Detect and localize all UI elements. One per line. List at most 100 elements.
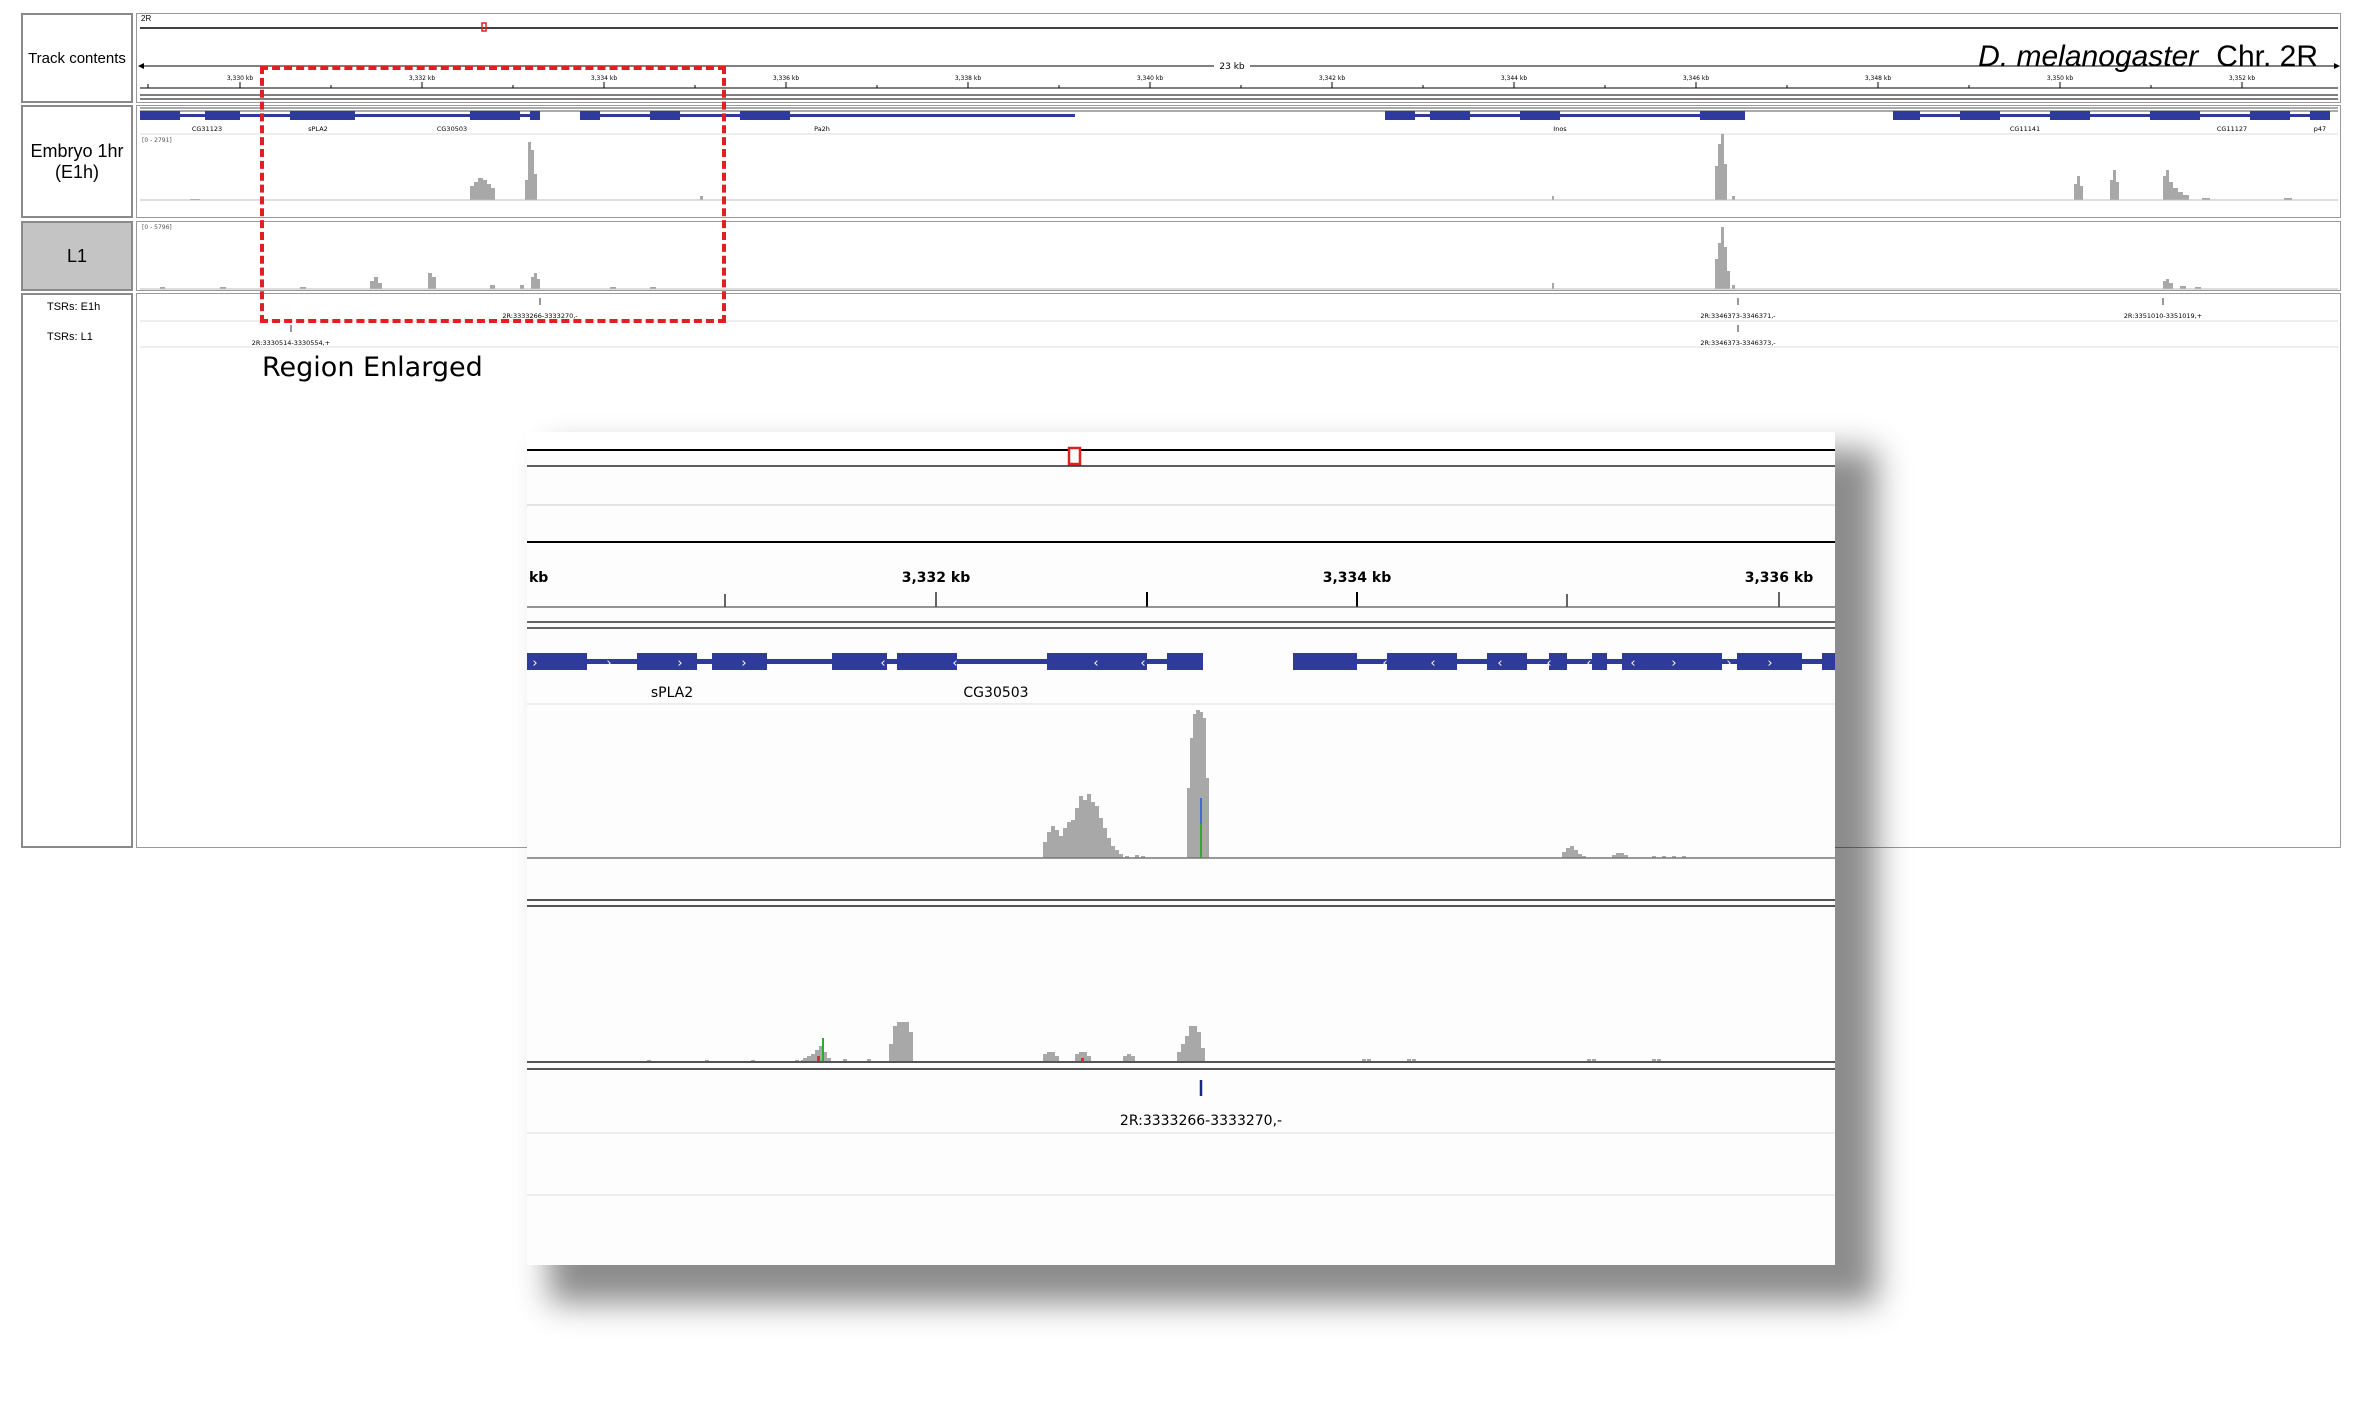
- gene-label: CG31123: [192, 125, 222, 133]
- inset-embryo-coverage-bar: [1051, 826, 1055, 858]
- gene-intron: [1385, 114, 1745, 117]
- gene-exon: [1385, 111, 1415, 120]
- gene-exon: [2050, 111, 2090, 120]
- tsr-l1-label[interactable]: TSRs: L1: [47, 331, 93, 343]
- inset-embryo-coverage-bar: [1562, 852, 1566, 858]
- overview-tracks-svg: 23 kb 3,330 kb 3,332 kb 3,334 kb 3,336 kb 3,…: [138, 22, 2340, 348]
- ruler-span-label-bg: [1214, 58, 1250, 72]
- inset-gene-exon: [1549, 653, 1567, 670]
- tsr-l1-label-2: 2R:3346373-3346373,-: [1700, 339, 1776, 347]
- inset-l1-coverage-bar: [1367, 1059, 1371, 1062]
- inset-l1-coverage-bar: [1079, 1052, 1083, 1062]
- inset-l1-coverage-bar: [1051, 1052, 1055, 1062]
- inset-embryo-coverage-bar: [1111, 846, 1115, 858]
- inset-l1-coverage-bar: [1131, 1056, 1135, 1062]
- embryo-coverage-peak: [491, 188, 495, 200]
- gene-exon: [2150, 111, 2200, 120]
- inset-gene-exon: [1592, 653, 1607, 670]
- inset-gene-label: sPLA2: [651, 685, 693, 701]
- inset-embryo-coverage-bar: [1095, 806, 1099, 858]
- inset-gene-exon: [832, 653, 887, 670]
- inset-gene-track[interactable]: › › › › ‹ ‹ ‹ ‹ ‹ ‹ ‹ ‹ ‹ ‹ › › › sPLA2 CG30503: [527, 653, 1835, 701]
- species-title: D. melanogaster Chr. 2R: [1978, 40, 2318, 74]
- inset-l1-coverage-bar: [1087, 1056, 1091, 1062]
- embryo-coverage-peak: [2183, 195, 2189, 200]
- embryo-track-panel[interactable]: [136, 105, 2341, 218]
- inset-viewport-marker[interactable]: [1067, 446, 1082, 466]
- inset-gene-exon: [712, 653, 767, 670]
- inset-l1-coverage-bar: [1185, 1036, 1189, 1062]
- embryo-coverage-peak: [2284, 198, 2292, 200]
- inset-gene-exon: [1293, 653, 1357, 670]
- tsr-l1-label-1: 2R:3330514-3330554,+: [252, 339, 330, 347]
- gene-exon: [1430, 111, 1470, 120]
- embryo-track-label[interactable]: Embryo 1hr (E1h): [21, 105, 133, 218]
- inset-embryo-coverage-bar: [1662, 856, 1666, 858]
- l1-label-text: L1: [66, 245, 88, 266]
- inset-embryo-coverage-bar: [1141, 856, 1145, 858]
- l1-coverage-peak: [1552, 283, 1554, 289]
- inset-embryo-coverage-bar: [1099, 818, 1103, 858]
- l1-coverage-peak: [160, 287, 165, 289]
- region-enlarged-label: Region Enlarged: [262, 352, 483, 383]
- embryo-coverage-peak: [2077, 176, 2080, 200]
- ruler-viewport-marker[interactable]: [481, 22, 487, 32]
- gene-exon: [650, 111, 680, 120]
- gene-exon: [2250, 111, 2290, 120]
- inset-l1-coverage-bar: [1362, 1059, 1366, 1062]
- embryo-coverage-peak: [2173, 188, 2178, 200]
- inset-gene-exon: [897, 653, 957, 670]
- l1-track-label[interactable]: L1: [21, 221, 133, 291]
- embryo-coverage-peak: [2166, 170, 2169, 200]
- inset-l1-coverage-bar: [1652, 1059, 1656, 1062]
- tsr-track-labels: TSRs: E1h TSRs: L1: [21, 293, 133, 848]
- inset-l1-coverage-bar: [1127, 1054, 1131, 1062]
- gene-label: Inos: [1553, 125, 1567, 133]
- species-name: D. melanogaster: [1978, 40, 2199, 73]
- inset-embryo-coverage-bar: [1063, 828, 1067, 858]
- embryo-coverage-peak: [2116, 182, 2119, 200]
- inset-l1-coverage-bar: [1197, 1032, 1201, 1062]
- inset-gene-exon: [1487, 653, 1527, 670]
- l1-track-panel[interactable]: [136, 221, 2341, 291]
- gene-label: CG30503: [437, 125, 467, 133]
- track-contents-label: Track contents: [21, 13, 133, 103]
- inset-embryo-coverage-bar: [1087, 794, 1091, 858]
- inset-l1-mismatch: [1081, 1058, 1084, 1062]
- inset-tick-label: kb: [529, 570, 548, 586]
- inset-embryo-coverage-bar: [1682, 856, 1686, 858]
- overview-gene-track[interactable]: CG31123 sPLA2 CG30503 Pa2h Inos CG11141 CG1112…: [140, 111, 2330, 133]
- inset-strand-arrow: ›: [1671, 656, 1676, 671]
- inset-embryo-coverage-bar: [1574, 850, 1578, 858]
- inset-embryo-coverage-bar: [1193, 714, 1197, 858]
- inset-gene-exon: [1622, 653, 1722, 670]
- embryo-coverage-peak: [474, 182, 478, 200]
- inset-l1-coverage-bar: [823, 1052, 827, 1062]
- ruler-tick-label: 3,350 kb: [2047, 75, 2074, 82]
- inset-embryo-coverage-bar: [1196, 710, 1200, 858]
- ruler-span-arrow-right: [2334, 63, 2340, 69]
- ruler-tick-label: 3,340 kb: [1137, 75, 1164, 82]
- inset-embryo-coverage: [1043, 710, 1686, 858]
- embryo-coverage-peak: [2113, 170, 2116, 200]
- embryo-coverage-peak: [525, 180, 528, 200]
- l1-coverage-peak: [1732, 285, 1735, 289]
- gene-exon: [140, 111, 180, 120]
- tsr-e1h-label[interactable]: TSRs: E1h: [47, 301, 101, 313]
- inset-l1-coverage-bar: [1123, 1056, 1127, 1062]
- ruler-ticks: 3,330 kb 3,332 kb 3,334 kb 3,336 kb 3,338 kb…: [147, 75, 2255, 88]
- embryo-coverage-peak: [1724, 164, 1727, 200]
- inset-l1-coverage-bar: [1083, 1052, 1087, 1062]
- inset-embryo-coverage-bar: [1202, 718, 1206, 858]
- inset-embryo-coverage-bar: [1079, 796, 1083, 858]
- l1-coverage-peak: [428, 273, 432, 289]
- inset-embryo-coverage-bar: [1115, 850, 1119, 858]
- inset-tick-label: 3,332 kb: [902, 570, 971, 586]
- inset-l1-coverage-bar: [1412, 1059, 1416, 1062]
- gene-label: p47: [2314, 125, 2326, 133]
- l1-coverage-peak: [2169, 283, 2173, 289]
- inset-l1-coverage-bar: [905, 1022, 909, 1062]
- region-highlight-box: [260, 66, 726, 323]
- l1-coverage-peak: [2163, 281, 2166, 289]
- inset-embryo-coverage-bar: [1067, 822, 1071, 858]
